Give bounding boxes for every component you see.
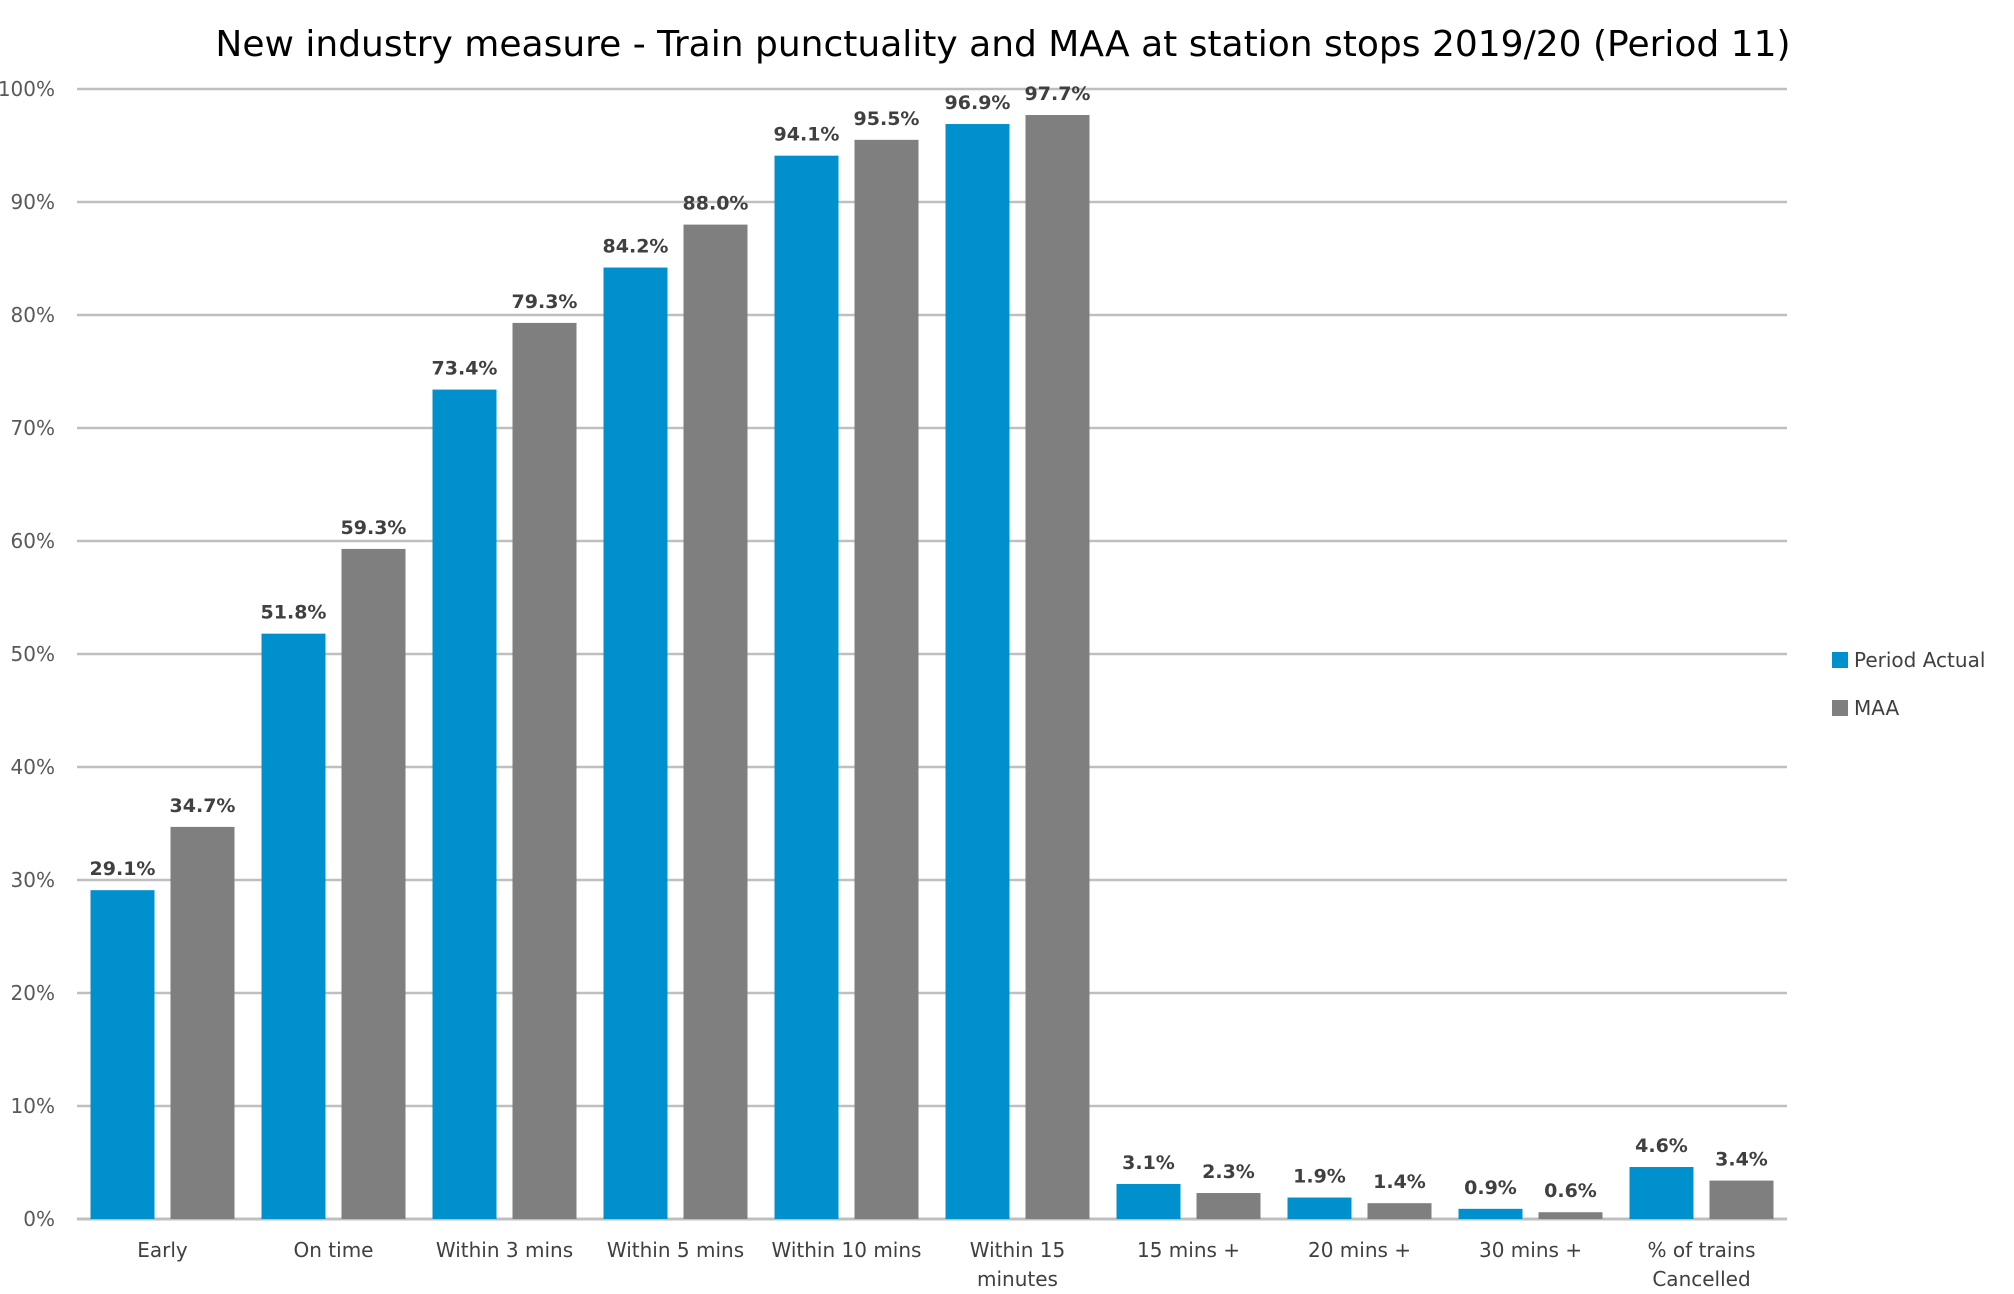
data-label: 88.0% [683, 193, 749, 215]
bar-period-actual [945, 124, 1010, 1219]
bar-period-actual [432, 389, 497, 1220]
legend-label: Period Actual [1854, 648, 1985, 672]
x-tick-label: % of trains Cancelled [1648, 1238, 1756, 1291]
data-label: 4.6% [1635, 1135, 1688, 1157]
bar-period-actual [774, 155, 839, 1219]
data-label: 95.5% [854, 108, 920, 130]
bar-maa [1025, 114, 1090, 1220]
y-tick-label: 90% [11, 190, 55, 214]
legend-swatch [1832, 652, 1848, 668]
y-tick-label: 50% [11, 642, 55, 666]
data-label: 0.9% [1464, 1177, 1517, 1199]
y-tick-label: 10% [11, 1094, 55, 1118]
bar-maa [1367, 1203, 1432, 1219]
data-label: 51.8% [261, 602, 327, 624]
bar-maa [170, 826, 235, 1219]
bar-period-actual [1458, 1208, 1523, 1219]
data-label: 29.1% [90, 858, 156, 880]
x-tick-label: Within 10 mins [772, 1238, 922, 1262]
gridlines [77, 87, 1787, 1221]
y-tick-label: 70% [11, 416, 55, 440]
bar-maa [854, 139, 919, 1220]
y-axis-ticks: 0% 10% 20% 30% 40% 50% 60% 70% 80% 90% 100% [0, 77, 55, 1231]
legend-label: MAA [1854, 696, 1899, 720]
bar-maa [512, 322, 577, 1219]
data-label: 1.4% [1373, 1171, 1426, 1193]
data-label: 73.4% [432, 358, 498, 380]
x-tick-label: On time [294, 1238, 374, 1262]
y-tick-label: 0% [23, 1207, 55, 1231]
y-tick-label: 100% [0, 77, 55, 101]
data-label: 34.7% [170, 795, 236, 817]
bar-period-actual [261, 633, 326, 1219]
bar-period-actual [1629, 1167, 1694, 1219]
y-tick-label: 80% [11, 303, 55, 327]
bar-maa [1196, 1193, 1261, 1219]
y-tick-label: 60% [11, 529, 55, 553]
data-label: 96.9% [945, 92, 1011, 114]
x-tick-label: 30 mins + [1479, 1238, 1582, 1262]
data-label: 97.7% [1025, 83, 1091, 105]
data-label: 59.3% [341, 517, 407, 539]
data-label: 79.3% [512, 291, 578, 313]
bar-maa [1538, 1212, 1603, 1219]
bars [90, 114, 1774, 1220]
bar-period-actual [1287, 1197, 1352, 1219]
x-tick-label: Within 15 minutes [970, 1238, 1065, 1291]
bar-period-actual [90, 890, 155, 1219]
y-tick-label: 20% [11, 981, 55, 1005]
legend-swatch [1832, 700, 1848, 716]
data-labels: 29.1% 34.7% 51.8% 59.3% 73.4% 79.3% 84.2% 88.0%… [90, 83, 1768, 1202]
data-label: 84.2% [603, 236, 669, 258]
x-tick-label: Within 5 mins [607, 1238, 744, 1262]
data-label: 2.3% [1202, 1161, 1255, 1183]
bar-period-actual [1116, 1183, 1181, 1219]
x-tick-label: Early [137, 1238, 188, 1262]
data-label: 94.1% [774, 124, 840, 146]
x-tick-label: 15 mins + [1137, 1238, 1240, 1262]
y-tick-label: 30% [11, 868, 55, 892]
x-tick-label: Within 3 mins [436, 1238, 573, 1262]
y-tick-label: 40% [11, 755, 55, 779]
legend: Period Actual MAA [1832, 648, 1985, 720]
data-label: 3.4% [1715, 1149, 1768, 1171]
bar-maa [1709, 1180, 1774, 1219]
data-label: 0.6% [1544, 1180, 1597, 1202]
chart-title: New industry measure - Train punctuality… [215, 24, 1790, 65]
x-axis-ticks: Early On time Within 3 mins Within 5 mins Wi… [137, 1238, 1755, 1291]
bar-maa [341, 548, 406, 1219]
bar-period-actual [603, 267, 668, 1219]
data-label: 3.1% [1122, 1152, 1175, 1174]
x-tick-label: 20 mins + [1308, 1238, 1411, 1262]
bar-maa [683, 224, 748, 1220]
data-label: 1.9% [1293, 1166, 1346, 1188]
